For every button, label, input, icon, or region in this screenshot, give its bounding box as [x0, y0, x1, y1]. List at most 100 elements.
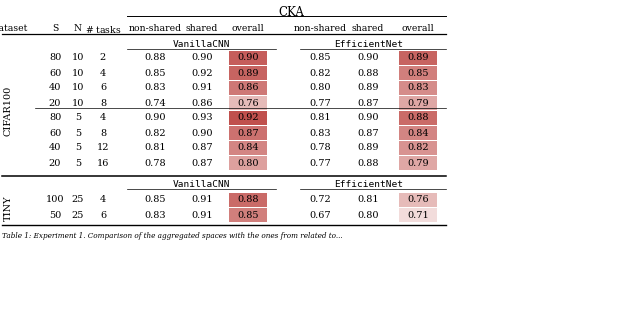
Bar — [399, 193, 437, 207]
Text: 0.85: 0.85 — [407, 68, 429, 77]
Bar — [229, 141, 267, 155]
Text: 0.67: 0.67 — [309, 211, 331, 219]
Text: 8: 8 — [100, 98, 106, 108]
Text: 0.80: 0.80 — [357, 211, 379, 219]
Text: 0.93: 0.93 — [191, 113, 213, 122]
Text: 0.92: 0.92 — [237, 113, 259, 122]
Text: 0.78: 0.78 — [144, 158, 166, 168]
Text: 0.86: 0.86 — [237, 84, 259, 92]
Text: 0.82: 0.82 — [407, 144, 429, 153]
Text: 0.81: 0.81 — [357, 195, 379, 204]
Text: 0.88: 0.88 — [144, 53, 166, 63]
Text: 0.83: 0.83 — [144, 211, 166, 219]
Text: 40: 40 — [49, 144, 61, 153]
Text: 2: 2 — [100, 53, 106, 63]
Text: Dataset: Dataset — [0, 24, 28, 33]
Text: 0.85: 0.85 — [144, 68, 166, 77]
Text: 0.79: 0.79 — [407, 98, 429, 108]
Text: 0.90: 0.90 — [191, 53, 212, 63]
Text: 0.86: 0.86 — [191, 98, 212, 108]
Text: 0.91: 0.91 — [191, 195, 213, 204]
Bar — [399, 208, 437, 222]
Text: 16: 16 — [97, 158, 109, 168]
Text: 0.85: 0.85 — [144, 195, 166, 204]
Text: 0.71: 0.71 — [407, 211, 429, 219]
Text: 4: 4 — [100, 68, 106, 77]
Text: 10: 10 — [72, 84, 84, 92]
Bar — [399, 156, 437, 170]
Text: 0.76: 0.76 — [237, 98, 259, 108]
Text: 0.76: 0.76 — [407, 195, 429, 204]
Text: 25: 25 — [72, 195, 84, 204]
Text: 0.89: 0.89 — [357, 144, 379, 153]
Text: 8: 8 — [100, 129, 106, 137]
Bar — [399, 126, 437, 140]
Text: 20: 20 — [49, 158, 61, 168]
Text: 0.91: 0.91 — [191, 84, 213, 92]
Text: 0.81: 0.81 — [309, 113, 331, 122]
Text: 0.90: 0.90 — [357, 113, 379, 122]
Text: 0.87: 0.87 — [357, 129, 379, 137]
Bar — [399, 66, 437, 80]
Text: 10: 10 — [72, 68, 84, 77]
Bar — [229, 66, 267, 80]
Text: 6: 6 — [100, 211, 106, 219]
Bar — [229, 126, 267, 140]
Text: 80: 80 — [49, 113, 61, 122]
Text: EfficientNet: EfficientNet — [335, 180, 403, 189]
Text: 0.90: 0.90 — [237, 53, 259, 63]
Text: 6: 6 — [100, 84, 106, 92]
Text: 0.90: 0.90 — [191, 129, 212, 137]
Text: 0.84: 0.84 — [407, 129, 429, 137]
Text: 5: 5 — [75, 113, 81, 122]
Text: 0.87: 0.87 — [237, 129, 259, 137]
Text: 0.90: 0.90 — [357, 53, 379, 63]
Text: CKA: CKA — [278, 6, 305, 19]
Text: 0.87: 0.87 — [357, 98, 379, 108]
Text: 0.78: 0.78 — [309, 144, 331, 153]
Text: $\#$ tasks: $\#$ tasks — [84, 24, 121, 35]
Text: 4: 4 — [100, 195, 106, 204]
Text: 80: 80 — [49, 53, 61, 63]
Text: 0.77: 0.77 — [309, 98, 331, 108]
Text: 0.91: 0.91 — [191, 211, 213, 219]
Text: 0.80: 0.80 — [237, 158, 259, 168]
Bar — [399, 51, 437, 65]
Text: 0.88: 0.88 — [407, 113, 429, 122]
Text: 100: 100 — [45, 195, 64, 204]
Bar — [399, 81, 437, 95]
Text: shared: shared — [352, 24, 384, 33]
Text: 0.82: 0.82 — [309, 68, 331, 77]
Text: 0.87: 0.87 — [191, 144, 213, 153]
Bar — [399, 96, 437, 110]
Text: 0.82: 0.82 — [144, 129, 166, 137]
Text: 0.83: 0.83 — [144, 84, 166, 92]
Text: 0.77: 0.77 — [309, 158, 331, 168]
Bar — [229, 193, 267, 207]
Text: 0.88: 0.88 — [357, 68, 379, 77]
Bar — [229, 51, 267, 65]
Text: 0.83: 0.83 — [407, 84, 429, 92]
Text: 0.83: 0.83 — [309, 129, 331, 137]
Text: 0.74: 0.74 — [144, 98, 166, 108]
Text: 50: 50 — [49, 211, 61, 219]
Bar — [229, 111, 267, 125]
Text: 60: 60 — [49, 68, 61, 77]
Bar — [399, 111, 437, 125]
Text: overall: overall — [232, 24, 264, 33]
Text: VanillaCNN: VanillaCNN — [173, 40, 230, 49]
Text: 25: 25 — [72, 211, 84, 219]
Text: 10: 10 — [72, 98, 84, 108]
Text: 12: 12 — [97, 144, 109, 153]
Bar — [229, 156, 267, 170]
Bar — [229, 81, 267, 95]
Text: 40: 40 — [49, 84, 61, 92]
Text: 20: 20 — [49, 98, 61, 108]
Text: shared: shared — [186, 24, 218, 33]
Text: 0.88: 0.88 — [357, 158, 379, 168]
Text: 0.80: 0.80 — [309, 84, 331, 92]
Text: EfficientNet: EfficientNet — [335, 40, 403, 49]
Text: 60: 60 — [49, 129, 61, 137]
Text: 0.79: 0.79 — [407, 158, 429, 168]
Text: 0.84: 0.84 — [237, 144, 259, 153]
